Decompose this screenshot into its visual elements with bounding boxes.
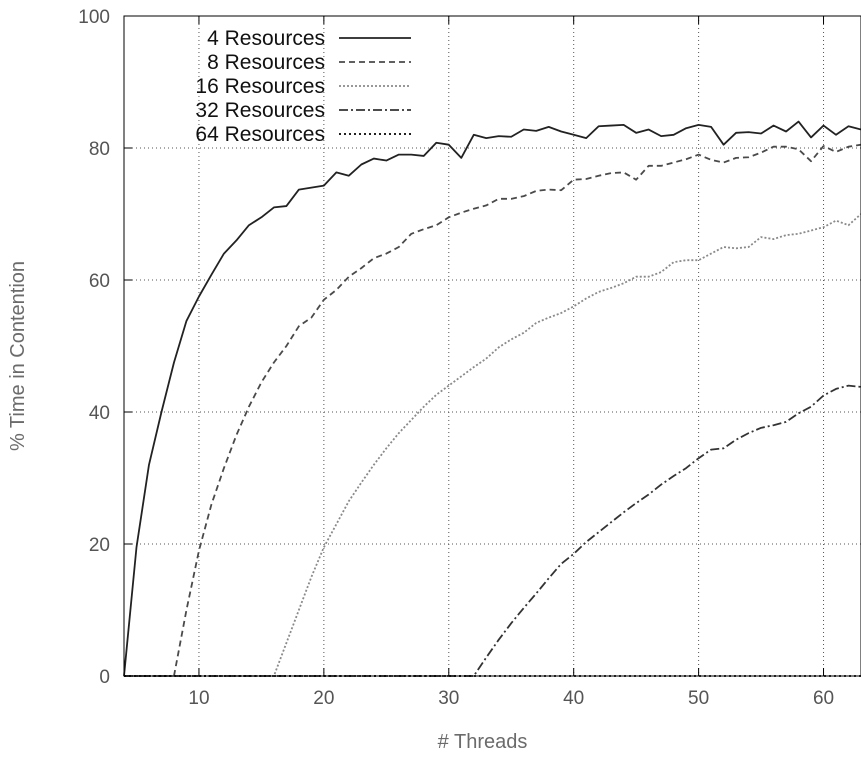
y-tick-label: 100 xyxy=(78,7,110,28)
x-tick-label: 60 xyxy=(813,688,834,709)
y-axis-label: % Time in Contention xyxy=(7,261,29,451)
x-tick-label: 20 xyxy=(313,688,334,709)
x-tick-label: 10 xyxy=(188,688,209,709)
y-tick-label: 40 xyxy=(89,403,110,424)
legend-label: 16 Resources xyxy=(195,75,325,98)
y-tick-label: 80 xyxy=(89,139,110,160)
series-line-8-resources xyxy=(124,143,861,677)
y-tick-label: 20 xyxy=(89,535,110,556)
legend-label: 8 Resources xyxy=(207,51,325,74)
plot-frame xyxy=(123,15,861,677)
series-line-4-resources xyxy=(123,120,861,677)
x-tick-label: 50 xyxy=(688,688,709,709)
x-tick-label: 30 xyxy=(438,688,459,709)
y-tick-label: 60 xyxy=(89,271,110,292)
axis-ticks: 0 20 40 60 80 100 10 20 30 40 50 60 xyxy=(78,7,834,709)
legend-label: 32 Resources xyxy=(195,99,325,122)
legend-label: 4 Resources xyxy=(207,27,325,50)
y-tick-label: 0 xyxy=(99,667,110,688)
x-axis-label: # Threads xyxy=(438,731,528,753)
x-tick-label: 40 xyxy=(563,688,584,709)
legend-label: 64 Resources xyxy=(195,123,325,146)
series-lines xyxy=(123,120,861,677)
series-line-32-resources xyxy=(124,384,861,677)
series-line-16-resources xyxy=(124,213,861,677)
